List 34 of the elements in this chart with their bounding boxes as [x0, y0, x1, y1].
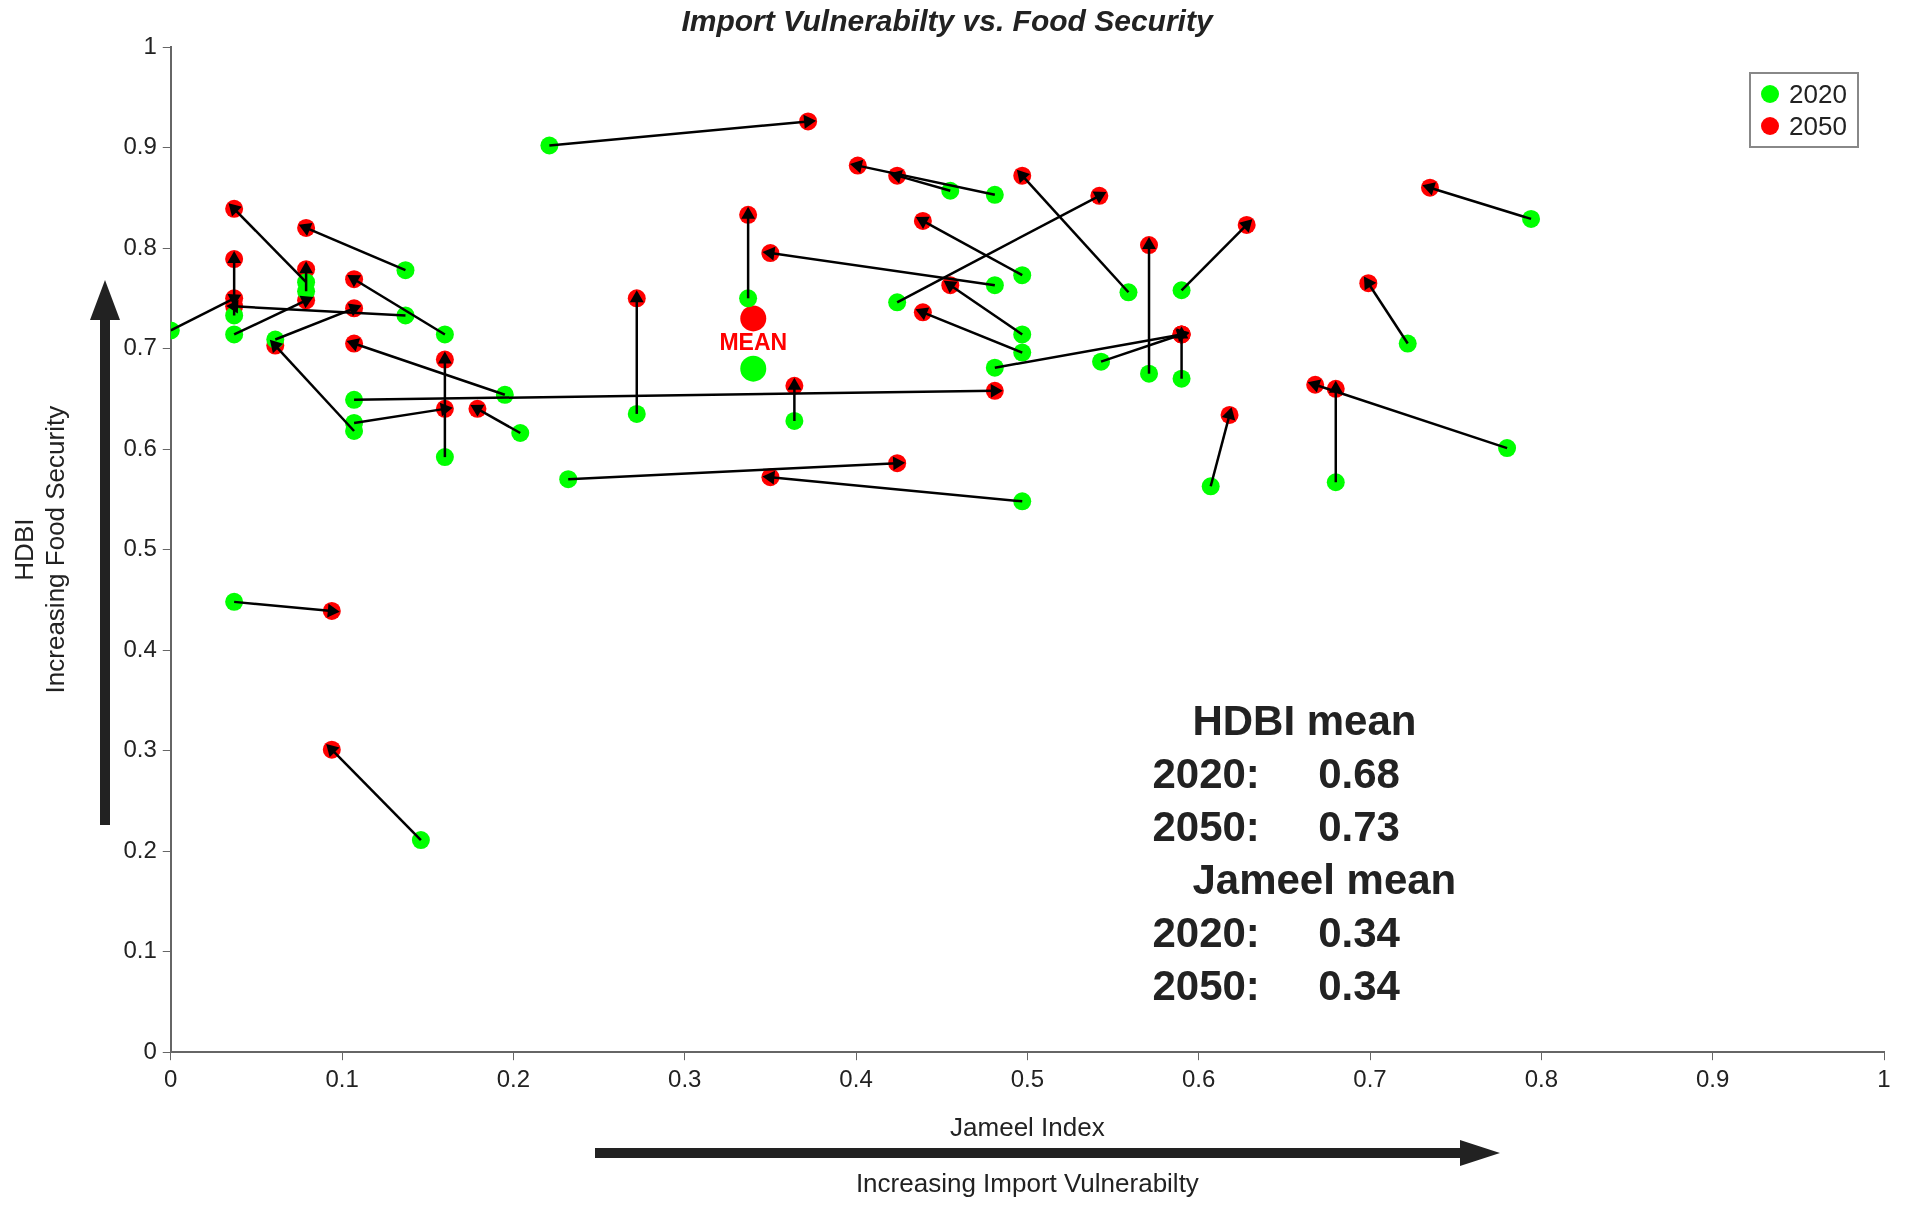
x-tick-label: 0 — [164, 1065, 178, 1093]
legend-label: 2020 — [1789, 78, 1847, 110]
series-label: MEAN — [719, 328, 788, 355]
chart-title: Import Vulnerabilty vs. Food Security — [681, 4, 1214, 38]
x-tick-label: 1 — [1877, 1065, 1891, 1093]
x-tick-label: 0.7 — [1353, 1065, 1387, 1093]
annotation: 2020: 0.68 — [1152, 749, 1401, 800]
x-tick-label: 0.2 — [496, 1065, 531, 1093]
y-axis-title: HDBI Increasing Food Security — [8, 405, 70, 694]
x-tick-label: 0.8 — [1524, 1065, 1559, 1093]
y-tick-label: 0 — [143, 1036, 157, 1064]
x-tick-label: 0.9 — [1695, 1065, 1730, 1093]
y-tick-label: 0.6 — [123, 433, 157, 461]
x-tick-label: 0.5 — [1010, 1065, 1045, 1093]
annotation: HDBI mean — [1191, 696, 1418, 747]
annotation: 2050: 0.34 — [1152, 961, 1401, 1012]
x-tick-label: 0.3 — [668, 1065, 702, 1093]
annotation: 2050: 0.73 — [1152, 802, 1401, 853]
x-tick-label: 0.4 — [839, 1065, 873, 1093]
x-tick-label: 0.1 — [325, 1065, 359, 1093]
y-tick-label: 0.3 — [123, 735, 157, 763]
y-tick-label: 0.8 — [123, 232, 157, 260]
y-tick-label: 0.1 — [123, 936, 157, 964]
y-tick-label: 0.7 — [123, 333, 157, 361]
x-axis-title: Jameel Index Increasing Import Vulnerabilty — [855, 1112, 1199, 1199]
annotation: 2020: 0.34 — [1152, 908, 1401, 959]
x-tick-label: 0.6 — [1182, 1065, 1216, 1093]
y-tick-label: 0.9 — [123, 132, 157, 160]
y-tick-label: 0.5 — [123, 534, 157, 562]
y-tick-label: 0.2 — [123, 835, 157, 863]
y-tick-label: 1 — [143, 31, 157, 59]
annotation: Jameel mean — [1191, 855, 1457, 906]
y-tick-label: 0.4 — [123, 634, 157, 662]
legend-label: 2050 — [1789, 110, 1847, 142]
